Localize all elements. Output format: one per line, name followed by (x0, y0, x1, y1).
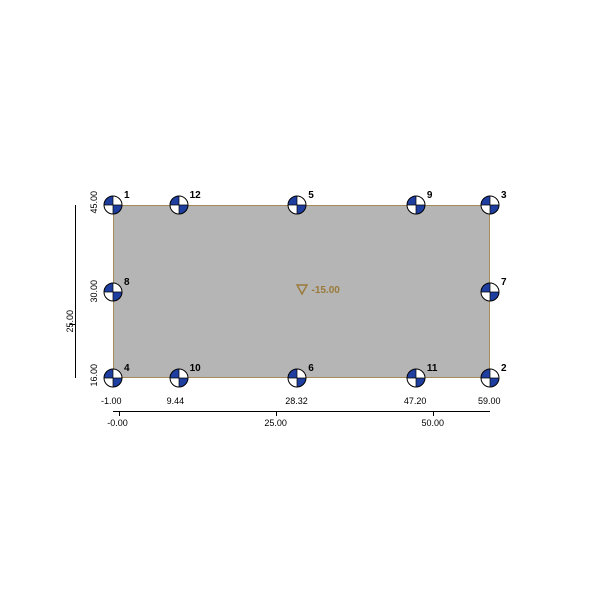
node-marker-label: 3 (501, 190, 507, 201)
node-marker (480, 282, 500, 302)
x-outer-tick-mark (119, 411, 120, 416)
x-inner-tick-label: 59.00 (478, 396, 501, 406)
node-marker-label: 11 (427, 363, 438, 374)
x-outer-tick-label: 25.00 (264, 418, 287, 428)
node-marker-label: 1 (124, 190, 130, 201)
y-inner-tick-label: 16.00 (89, 364, 99, 387)
y-inner-tick-label: 45.00 (89, 191, 99, 214)
x-outer-tick-mark (276, 411, 277, 416)
node-marker-label: 12 (190, 190, 201, 201)
x-inner-tick-label: 47.20 (404, 396, 427, 406)
node-marker (480, 368, 500, 388)
y-inner-tick-label: 30.00 (89, 280, 99, 303)
x-outer-tick-mark (433, 411, 434, 416)
node-marker (169, 368, 189, 388)
y-outer-axis-line (75, 205, 76, 378)
node-marker-label: 9 (427, 190, 433, 201)
x-outer-tick-label: 50.00 (421, 418, 444, 428)
node-marker (406, 195, 426, 215)
x-inner-tick-label: 28.32 (285, 396, 308, 406)
x-outer-tick-label: -0.00 (107, 418, 128, 428)
node-marker (406, 368, 426, 388)
center-triangle-marker (296, 283, 308, 301)
center-value-label: -15.00 (312, 285, 340, 296)
x-inner-tick-label: 9.44 (167, 396, 185, 406)
node-marker-label: 5 (308, 190, 314, 201)
diagram-canvas: -15.00 112593874106112 -1.009.4428.3247.… (0, 0, 593, 592)
node-marker (103, 195, 123, 215)
node-marker (287, 368, 307, 388)
node-marker-label: 7 (501, 277, 507, 288)
node-marker (103, 368, 123, 388)
node-marker (287, 195, 307, 215)
node-marker-label: 10 (190, 363, 201, 374)
node-marker-label: 8 (124, 277, 130, 288)
node-marker (169, 195, 189, 215)
y-outer-tick-label: 25.00 (65, 310, 75, 333)
node-marker-label: 6 (308, 363, 314, 374)
node-marker (103, 282, 123, 302)
node-marker (480, 195, 500, 215)
node-marker-label: 4 (124, 363, 130, 374)
x-inner-tick-label: -1.00 (101, 396, 122, 406)
node-marker-label: 2 (501, 363, 507, 374)
